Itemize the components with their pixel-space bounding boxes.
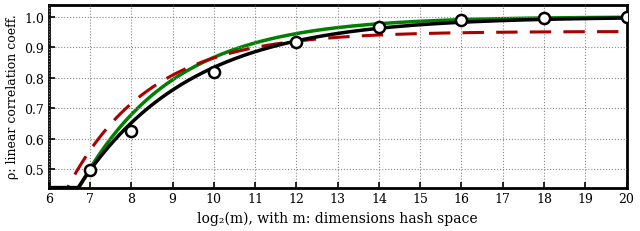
X-axis label: log₂(m), with m: dimensions hash space: log₂(m), with m: dimensions hash space (197, 211, 478, 225)
Y-axis label: ρ: linear correlation coeff.: ρ: linear correlation coeff. (6, 15, 19, 179)
